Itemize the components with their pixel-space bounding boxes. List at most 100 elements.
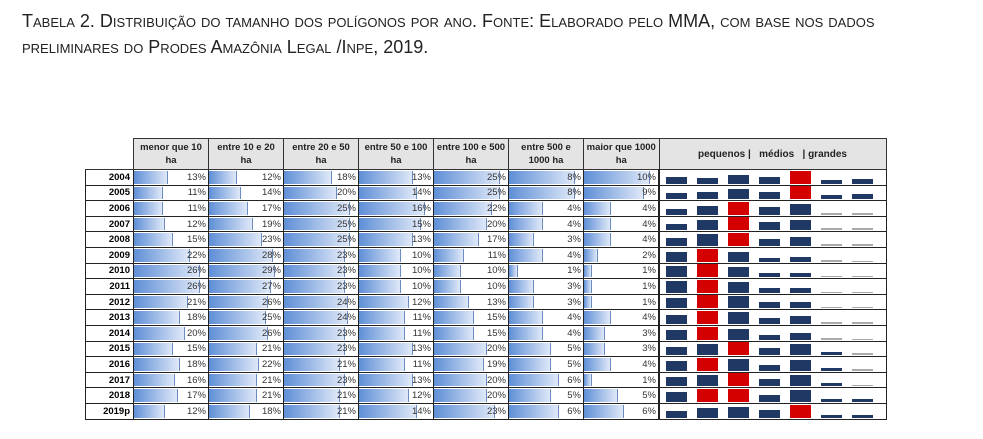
col-header: entre 500 e 1000 ha: [508, 138, 584, 170]
data-bar: [359, 280, 401, 293]
value-text: 25%: [336, 234, 356, 246]
data-bar: [584, 202, 612, 215]
sparkline-cell: [658, 169, 887, 186]
value-cell: 1%: [583, 278, 660, 295]
data-bar: [434, 171, 501, 184]
value-text: 23%: [336, 374, 356, 386]
value-cell: 5%: [508, 387, 584, 404]
sparkline-bar: [790, 273, 811, 278]
sparkline-bar: [821, 383, 842, 387]
data-bar: [284, 186, 338, 200]
table-row: 2016 18% 22% 21% 11% 19% 5% 4%: [85, 356, 887, 373]
data-bar: [434, 217, 488, 231]
value-cell: 16%: [133, 371, 209, 389]
value-text: 20%: [486, 218, 506, 230]
data-bar: [434, 264, 462, 278]
value-text: 21%: [261, 374, 281, 386]
value-cell: 4%: [583, 356, 660, 373]
value-cell: 23%: [283, 371, 359, 389]
value-cell: 25%: [283, 200, 359, 217]
data-bar: [134, 326, 186, 340]
data-bar: [509, 248, 543, 262]
value-text: 4%: [567, 202, 581, 214]
value-text: 4%: [642, 202, 656, 214]
value-text: 28%: [261, 249, 281, 261]
value-cell: 15%: [133, 340, 209, 358]
year-cell: 2014: [85, 324, 134, 342]
sparkline-bar: [790, 344, 811, 356]
data-bar: [209, 342, 258, 356]
value-cell: 4%: [508, 309, 584, 326]
sparkline-bar: [666, 347, 687, 356]
data-bar: [284, 280, 345, 293]
value-cell: 12%: [133, 402, 209, 420]
value-text: 17%: [261, 202, 281, 214]
value-cell: 27%: [208, 278, 284, 295]
sparkline-bar-max: [790, 170, 811, 184]
value-text: 23%: [486, 405, 506, 417]
value-cell: 8%: [508, 169, 584, 186]
value-text: 5%: [567, 343, 581, 355]
value-cell: 15%: [358, 215, 434, 233]
data-bar: [509, 404, 559, 418]
sparkline-cell: [658, 402, 887, 420]
value-cell: 26%: [208, 324, 284, 342]
sparkline-cell: [658, 262, 887, 280]
table-row: 2017 16% 21% 23% 13% 20% 6% 1%: [85, 371, 887, 389]
value-cell: 26%: [208, 293, 284, 311]
data-bar: [509, 264, 519, 278]
sparkline-bar: [759, 394, 780, 402]
sparkline-bar: [821, 352, 842, 356]
col-header: maior que 1000 ha: [583, 138, 660, 170]
year-cell: 2018: [85, 387, 134, 404]
table-row: 2015 15% 21% 23% 13% 20% 5% 3%: [85, 340, 887, 358]
value-cell: 8%: [508, 184, 584, 202]
sparkline-bar: [821, 228, 842, 231]
polygon-size-table: menor que 10 ha entre 10 e 20 ha entre 2…: [85, 138, 887, 420]
value-text: 4%: [567, 312, 581, 324]
value-text: 13%: [486, 296, 506, 308]
value-cell: 5%: [583, 387, 660, 404]
value-cell: 3%: [508, 293, 584, 311]
year-cell: 2016: [85, 356, 134, 373]
value-cell: 18%: [283, 169, 359, 186]
data-bar: [359, 217, 422, 231]
sparkline-bar: [666, 237, 687, 246]
data-bar: [209, 217, 253, 231]
sparkline-bar: [821, 337, 842, 340]
year-cell: 2010: [85, 262, 134, 280]
sparkline-header: pequenos | médios | grandes: [658, 138, 887, 170]
value-cell: 17%: [208, 200, 284, 217]
sparkline-cell: [658, 324, 887, 342]
value-text: 10%: [411, 265, 431, 277]
value-text: 6%: [567, 374, 581, 386]
value-cell: 11%: [358, 309, 434, 326]
value-text: 11%: [412, 358, 431, 370]
sparkline-bar: [821, 414, 842, 418]
data-bar: [584, 404, 625, 418]
value-cell: 13%: [358, 340, 434, 358]
value-cell: 1%: [583, 262, 660, 280]
value-cell: 15%: [433, 324, 509, 342]
value-cell: 9%: [583, 184, 660, 202]
value-cell: 1%: [583, 371, 660, 389]
value-text: 21%: [261, 343, 281, 355]
value-cell: 12%: [133, 215, 209, 233]
data-bar: [284, 373, 345, 387]
value-text: 16%: [411, 202, 431, 214]
sparkline-bar: [666, 329, 687, 340]
value-cell: 10%: [433, 278, 509, 295]
sparkline-bar: [697, 375, 718, 387]
data-bar: [359, 233, 413, 246]
value-text: 4%: [642, 218, 656, 230]
value-cell: 19%: [433, 356, 509, 373]
value-cell: 4%: [508, 200, 584, 217]
value-text: 15%: [186, 343, 206, 355]
value-cell: 11%: [133, 200, 209, 217]
value-cell: 20%: [283, 184, 359, 202]
sparkline-bar: [821, 259, 842, 262]
value-cell: 1%: [508, 262, 584, 280]
sparkline-bar: [821, 179, 842, 184]
value-text: 4%: [642, 312, 656, 324]
value-text: 21%: [336, 405, 356, 417]
